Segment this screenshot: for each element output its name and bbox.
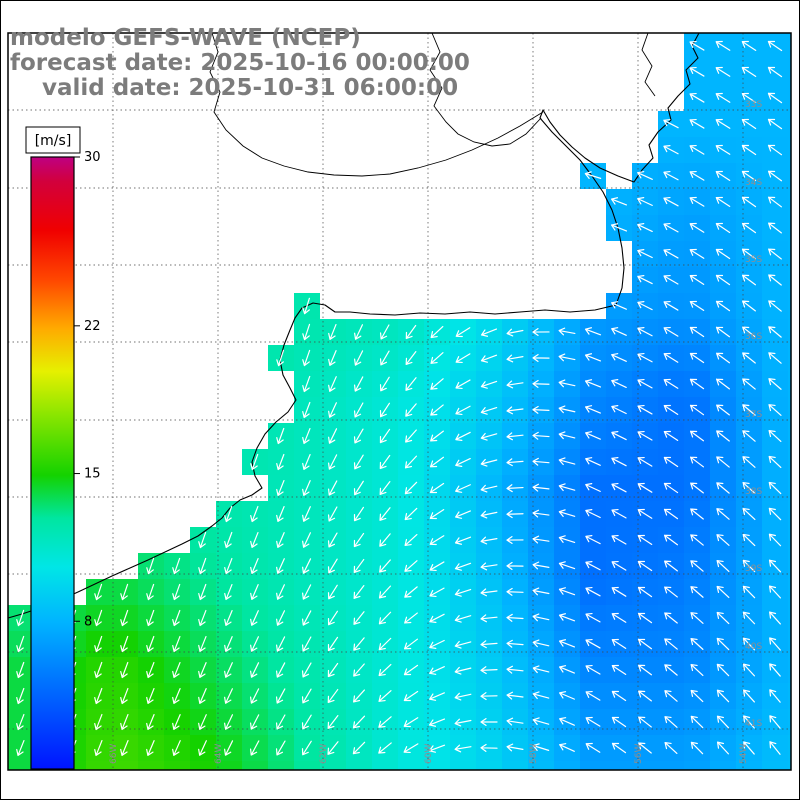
valid-date-text: valid date: 2025-10-31 06:00:00 [42, 75, 458, 101]
svg-text:38S: 38S [745, 487, 762, 497]
svg-text:30: 30 [84, 150, 101, 165]
svg-text:56W: 56W [634, 744, 644, 764]
svg-text:15: 15 [84, 467, 101, 482]
svg-text:58W: 58W [529, 744, 539, 764]
svg-text:34S: 34S [745, 178, 762, 188]
svg-text:40S: 40S [745, 642, 762, 652]
coastline [7, 32, 700, 619]
svg-text:62W: 62W [319, 744, 329, 764]
svg-text:39S: 39S [745, 564, 762, 574]
svg-text:66W: 66W [109, 744, 119, 764]
svg-text:54W: 54W [739, 744, 749, 764]
svg-text:60W: 60W [424, 744, 434, 764]
map-frame [7, 32, 792, 771]
colorbar-ticks: 30 22 15 8 [74, 150, 101, 629]
colorbar-gradient [30, 156, 75, 770]
colorbar-unit-label: [m/s] [35, 133, 72, 149]
svg-text:33S: 33S [745, 100, 762, 110]
header: modelo GEFS-WAVE (NCEP) forecast date: 2… [10, 25, 470, 101]
axis-labels: 33S 34S 35S 36S 37S 38S 39S 40S 41S 66W 64W 62W 60W 5… [109, 100, 762, 764]
svg-text:36S: 36S [745, 332, 762, 342]
graticule [8, 33, 791, 770]
svg-text:8: 8 [84, 614, 92, 629]
svg-text:37S: 37S [745, 410, 762, 420]
colorbar: 30 22 15 8 [m/s] [25, 126, 101, 770]
svg-text:35S: 35S [745, 255, 762, 265]
forecast-date-text: forecast date: 2025-10-16 00:00:00 [10, 50, 470, 76]
model-title: modelo GEFS-WAVE (NCEP) [10, 25, 361, 51]
svg-text:22: 22 [84, 319, 101, 334]
svg-text:41S: 41S [745, 719, 762, 729]
rivers [209, 32, 656, 177]
svg-text:64W: 64W [214, 744, 224, 764]
colorbar-unit-box [25, 126, 81, 154]
